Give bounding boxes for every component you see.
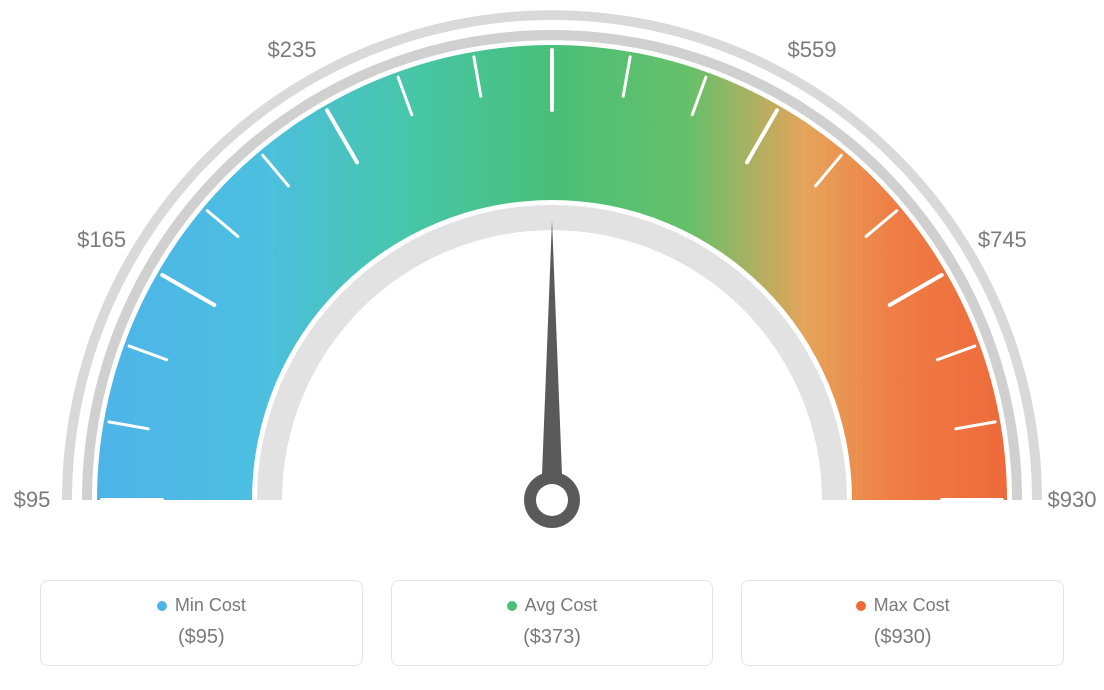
legend-label-max: Max Cost	[874, 595, 950, 616]
legend-card-max: Max Cost ($930)	[741, 580, 1064, 666]
legend-row: Min Cost ($95) Avg Cost ($373) Max Cost …	[40, 580, 1064, 666]
legend-label-avg: Avg Cost	[525, 595, 598, 616]
legend-card-avg: Avg Cost ($373)	[391, 580, 714, 666]
gauge-svg	[0, 0, 1104, 560]
chart-container: $95$165$235$373$559$745$930 Min Cost ($9…	[0, 0, 1104, 690]
gauge: $95$165$235$373$559$745$930	[0, 0, 1104, 560]
legend-card-min: Min Cost ($95)	[40, 580, 363, 666]
legend-dot-avg	[507, 601, 517, 611]
legend-label-min: Min Cost	[175, 595, 246, 616]
legend-value-avg: ($373)	[402, 626, 703, 649]
gauge-tick-label: $165	[77, 227, 126, 253]
legend-dot-max	[856, 601, 866, 611]
gauge-tick-label: $95	[14, 487, 51, 513]
gauge-tick-label: $559	[788, 37, 837, 63]
legend-top-max: Max Cost	[856, 595, 950, 616]
legend-value-max: ($930)	[752, 626, 1053, 649]
gauge-tick-label: $745	[978, 227, 1027, 253]
legend-dot-min	[157, 601, 167, 611]
legend-top-min: Min Cost	[157, 595, 246, 616]
legend-top-avg: Avg Cost	[507, 595, 598, 616]
legend-value-min: ($95)	[51, 626, 352, 649]
gauge-tick-label: $930	[1048, 487, 1097, 513]
gauge-tick-label: $235	[268, 37, 317, 63]
